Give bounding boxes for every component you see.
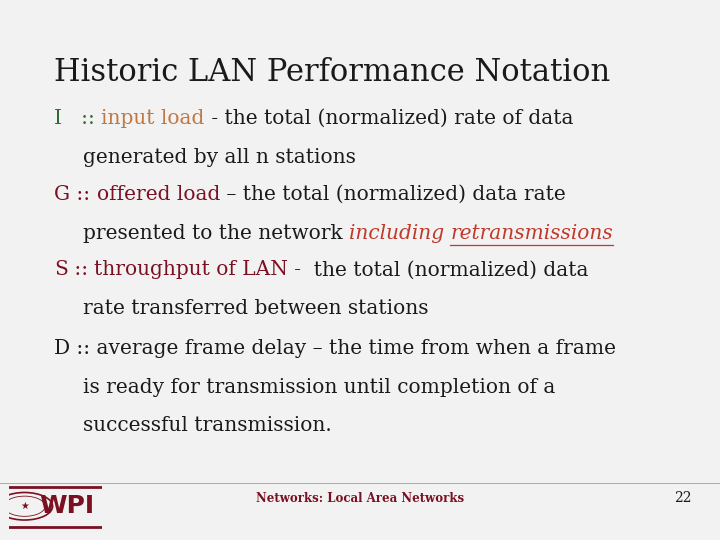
Text: rate transferred between stations: rate transferred between stations — [83, 299, 428, 318]
Text: Networks: Local Area Networks: Networks: Local Area Networks — [256, 492, 464, 505]
Text: the total (normalized) data: the total (normalized) data — [302, 260, 589, 279]
Text: input load: input load — [102, 109, 204, 128]
Text: WPI: WPI — [39, 494, 94, 518]
Text: retransmissions: retransmissions — [450, 224, 613, 242]
Text: presented to the network: presented to the network — [83, 224, 348, 242]
Text: ::: :: — [70, 185, 96, 204]
Text: ★: ★ — [20, 501, 29, 511]
Text: is ready for transmission until completion of a: is ready for transmission until completi… — [83, 377, 555, 396]
Text: ::: :: — [68, 260, 94, 279]
Text: ::: :: — [62, 109, 102, 128]
Text: Historic LAN Performance Notation: Historic LAN Performance Notation — [54, 57, 611, 87]
Text: D: D — [54, 339, 70, 357]
Text: 22: 22 — [674, 491, 691, 505]
Text: - the total (normalized) rate of data: - the total (normalized) rate of data — [204, 109, 573, 128]
Text: throughput of LAN -: throughput of LAN - — [94, 260, 302, 279]
Text: – the total (normalized) data rate: – the total (normalized) data rate — [220, 185, 566, 204]
Text: successful transmission.: successful transmission. — [83, 416, 331, 435]
Text: I: I — [54, 109, 62, 128]
Text: generated by all n stations: generated by all n stations — [83, 148, 356, 167]
Text: offered load: offered load — [96, 185, 220, 204]
Text: S: S — [54, 260, 68, 279]
Text: G: G — [54, 185, 70, 204]
Text: :: average frame delay – the time from when a frame: :: average frame delay – the time from w… — [70, 339, 616, 357]
Text: including: including — [348, 224, 450, 242]
